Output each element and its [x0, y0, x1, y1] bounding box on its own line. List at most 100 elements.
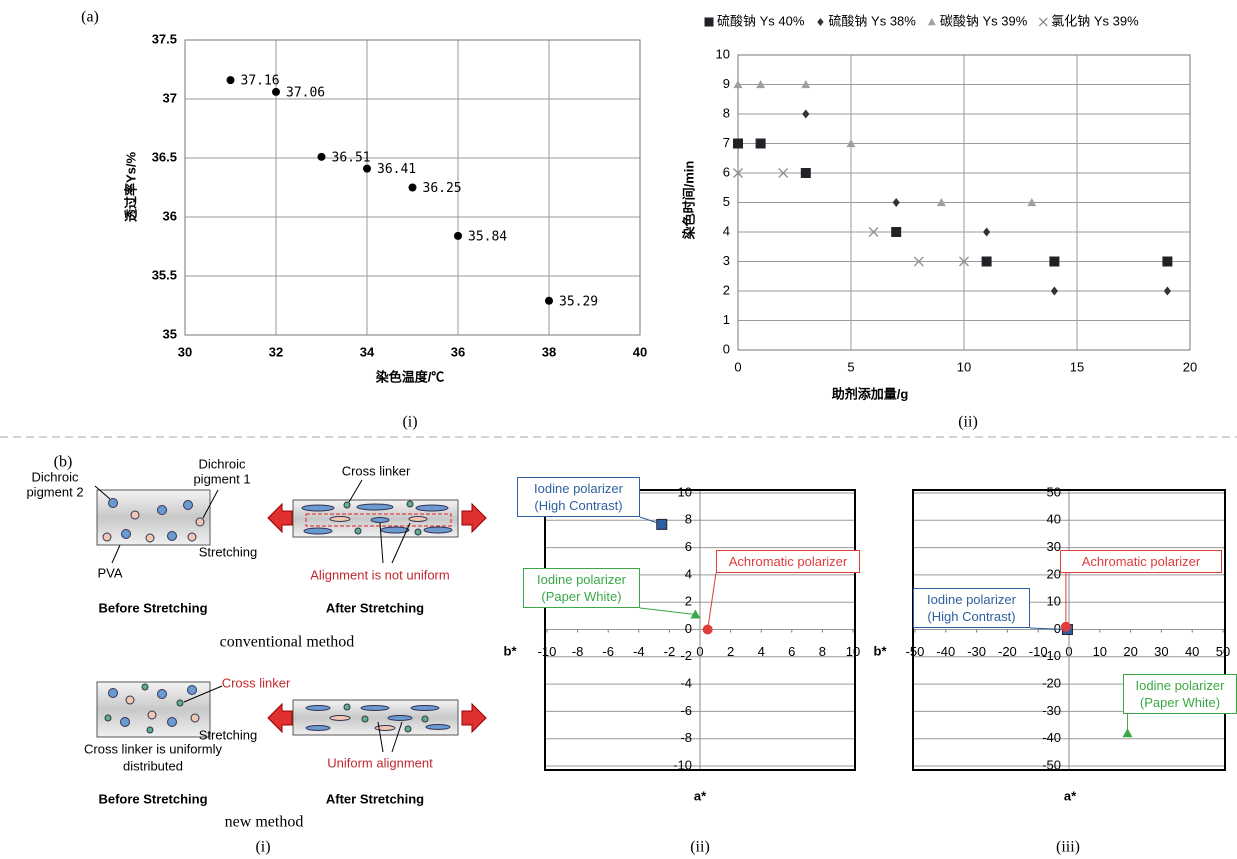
- x-tick-label: -8: [572, 644, 584, 659]
- x-tick-label: 6: [788, 644, 795, 659]
- y-tick-label: -30: [1042, 703, 1061, 718]
- x-tick-label: 30: [178, 344, 192, 359]
- caption: (i): [255, 839, 270, 856]
- point: [1123, 728, 1133, 737]
- x-tick-label: 36: [451, 344, 465, 359]
- label: Dichroic: [32, 469, 79, 484]
- point: [1039, 18, 1047, 26]
- y-tick-label: 30: [1047, 539, 1061, 554]
- caption: (ii): [958, 414, 978, 431]
- y-tick-label: 4: [723, 223, 730, 238]
- x-tick-label: 15: [1070, 359, 1084, 374]
- y-tick-label: -40: [1042, 730, 1061, 745]
- y-tick-label: 5: [723, 194, 730, 209]
- legend-label: 氯化钠 Ys 39%: [1051, 13, 1139, 28]
- x-tick-label: -6: [602, 644, 614, 659]
- x-tick-label: -4: [633, 644, 645, 659]
- point: [705, 18, 713, 26]
- label: distributed: [123, 758, 183, 773]
- callout: Iodine polarizer (High Contrast): [913, 588, 1030, 628]
- x-tick-label: 30: [1154, 644, 1168, 659]
- x-tick-label: 20: [1123, 644, 1137, 659]
- y-tick-label: 35: [163, 326, 177, 341]
- point: [734, 139, 743, 148]
- x-tick-label: 40: [633, 344, 647, 359]
- point: [703, 625, 713, 635]
- y-tick-label: 50: [1047, 484, 1061, 499]
- x-axis-label: a*: [1064, 788, 1077, 803]
- y-tick-label: 37: [163, 90, 177, 105]
- y-tick-label: 4: [685, 566, 692, 581]
- point: [545, 297, 553, 305]
- y-tick-label: 36: [163, 208, 177, 223]
- y-tick-label: 6: [723, 164, 730, 179]
- label: Stretching: [199, 727, 258, 742]
- y-axis-label: b*: [874, 643, 888, 658]
- label: Cross linker: [222, 675, 291, 690]
- data-label: 35.84: [468, 229, 507, 244]
- point: [928, 18, 936, 25]
- y-tick-label: 2: [685, 594, 692, 609]
- point: [1050, 257, 1059, 266]
- y-tick-label: -6: [680, 703, 692, 718]
- x-tick-label: -20: [998, 644, 1017, 659]
- point: [318, 153, 326, 161]
- method-label: conventional method: [220, 634, 355, 651]
- point: [892, 228, 901, 237]
- x-axis-label: 助剂添加量/g: [832, 386, 909, 401]
- label: Alignment is not uniform: [310, 567, 449, 582]
- y-tick-label: 6: [685, 539, 692, 554]
- caption: (i): [402, 414, 417, 431]
- point: [657, 519, 667, 529]
- y-tick-label: 35.5: [152, 267, 177, 282]
- panel-label: (a): [81, 9, 99, 26]
- y-tick-label: -2: [680, 648, 692, 663]
- legend-label: 碳酸钠 Ys 39%: [940, 13, 1028, 28]
- point: [801, 169, 810, 178]
- y-tick-label: 8: [723, 105, 730, 120]
- y-tick-label: 10: [1047, 594, 1061, 609]
- point: [1051, 287, 1058, 296]
- x-axis-label: a*: [694, 788, 707, 803]
- y-axis-label: b*: [504, 643, 518, 658]
- label: Cross linker is uniformly: [84, 741, 222, 756]
- y-tick-label: -4: [680, 676, 692, 691]
- x-tick-label: -2: [664, 644, 676, 659]
- data-label: 37.06: [286, 85, 325, 100]
- point: [272, 88, 280, 96]
- label: Cross linker: [342, 463, 411, 478]
- x-tick-label: 5: [847, 359, 854, 374]
- x-tick-label: 0: [734, 359, 741, 374]
- x-tick-label: 40: [1185, 644, 1199, 659]
- x-tick-label: 50: [1216, 644, 1230, 659]
- callout: Iodine polarizer (Paper White): [523, 568, 640, 608]
- leader-line: [708, 573, 716, 630]
- label: Dichroic: [199, 456, 246, 471]
- point: [1061, 622, 1071, 632]
- data-label: 35.29: [559, 294, 598, 309]
- callout: Achromatic polarizer: [716, 550, 860, 573]
- y-tick-label: 7: [723, 135, 730, 150]
- y-tick-label: 37.5: [152, 31, 177, 46]
- y-tick-label: 40: [1047, 512, 1061, 527]
- point: [227, 76, 235, 84]
- x-tick-label: 20: [1183, 359, 1197, 374]
- label: Before Stretching: [98, 791, 207, 806]
- x-tick-label: 8: [819, 644, 826, 659]
- x-tick-label: 38: [542, 344, 556, 359]
- x-tick-label: 10: [1093, 644, 1107, 659]
- data-label: 37.16: [241, 74, 280, 89]
- label: pigment 1: [193, 471, 250, 486]
- x-tick-label: -30: [967, 644, 986, 659]
- data-label: 36.41: [377, 162, 416, 177]
- x-tick-label: -10: [538, 644, 557, 659]
- caption: (iii): [1056, 839, 1080, 856]
- point: [893, 198, 900, 207]
- x-tick-label: 34: [360, 344, 375, 359]
- y-tick-label: 0: [685, 621, 692, 636]
- point: [1163, 257, 1172, 266]
- x-tick-label: 4: [758, 644, 765, 659]
- x-tick-label: 10: [957, 359, 971, 374]
- method-label: new method: [225, 814, 304, 831]
- y-tick-label: -8: [680, 730, 692, 745]
